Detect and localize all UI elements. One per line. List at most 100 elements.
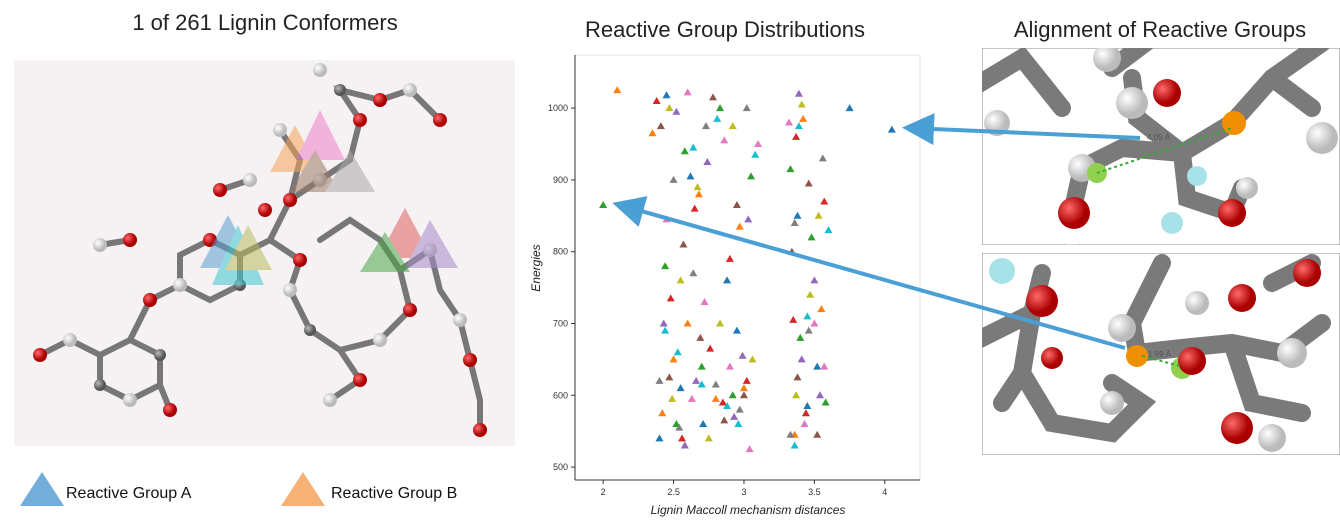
point bbox=[704, 434, 713, 442]
point bbox=[742, 104, 751, 112]
point bbox=[716, 319, 725, 327]
point bbox=[738, 351, 747, 359]
point bbox=[804, 179, 813, 187]
point bbox=[669, 355, 678, 363]
y-tick-label: 900 bbox=[553, 175, 568, 185]
point bbox=[739, 391, 748, 399]
x-tick-label: 3 bbox=[741, 487, 746, 497]
point bbox=[725, 254, 734, 262]
point bbox=[696, 333, 705, 341]
arrow bbox=[902, 113, 1141, 146]
point bbox=[730, 412, 739, 420]
point bbox=[799, 114, 808, 122]
atom bbox=[154, 349, 166, 361]
point bbox=[697, 380, 706, 388]
point bbox=[656, 122, 665, 130]
point bbox=[801, 409, 810, 417]
point bbox=[739, 384, 748, 392]
x-tick-label: 2.5 bbox=[667, 487, 680, 497]
point bbox=[820, 362, 829, 370]
molecule bbox=[33, 63, 487, 437]
point bbox=[720, 136, 729, 144]
point bbox=[648, 129, 657, 137]
point bbox=[803, 402, 812, 410]
panel-title: 1 of 261 Lignin Conformers bbox=[132, 10, 397, 35]
point bbox=[735, 405, 744, 413]
point bbox=[703, 157, 712, 165]
point bbox=[804, 326, 813, 334]
point bbox=[655, 376, 664, 384]
y-tick-label: 1000 bbox=[548, 103, 568, 113]
point bbox=[817, 305, 826, 313]
point bbox=[678, 434, 687, 442]
atom bbox=[213, 183, 227, 197]
atom bbox=[94, 379, 106, 391]
point bbox=[655, 434, 664, 442]
distance-label: 1.99 Å bbox=[1148, 350, 1172, 359]
point bbox=[845, 104, 854, 112]
point bbox=[723, 276, 732, 284]
atom bbox=[293, 253, 307, 267]
point bbox=[723, 402, 732, 410]
atom bbox=[403, 303, 417, 317]
point bbox=[728, 391, 737, 399]
y-tick-label: 500 bbox=[553, 462, 568, 472]
point bbox=[813, 362, 822, 370]
point bbox=[789, 315, 798, 323]
atom bbox=[163, 403, 177, 417]
atom bbox=[304, 324, 316, 336]
point bbox=[701, 122, 710, 130]
point bbox=[711, 380, 720, 388]
atom bbox=[243, 173, 257, 187]
atom bbox=[63, 333, 77, 347]
chart-title: Reactive Group Distributions bbox=[585, 17, 865, 42]
point bbox=[748, 355, 757, 363]
legend-label: Reactive Group A bbox=[66, 485, 192, 502]
atom bbox=[433, 113, 447, 127]
point bbox=[810, 319, 819, 327]
point bbox=[720, 416, 729, 424]
atom bbox=[473, 423, 487, 437]
point bbox=[887, 125, 896, 133]
point bbox=[716, 104, 725, 112]
point bbox=[732, 326, 741, 334]
point bbox=[790, 441, 799, 449]
point bbox=[673, 348, 682, 356]
point bbox=[742, 376, 751, 384]
y-tick-label: 600 bbox=[553, 390, 568, 400]
point bbox=[658, 409, 667, 417]
snapshot-top bbox=[982, 48, 1340, 245]
point bbox=[786, 165, 795, 173]
point bbox=[689, 269, 698, 277]
point bbox=[690, 204, 699, 212]
atom bbox=[373, 333, 387, 347]
point bbox=[683, 319, 692, 327]
atom bbox=[283, 193, 297, 207]
point bbox=[824, 226, 833, 234]
point bbox=[613, 86, 622, 94]
legend-swatch bbox=[281, 472, 325, 506]
atom bbox=[323, 393, 337, 407]
atom bbox=[173, 278, 187, 292]
point bbox=[747, 172, 756, 180]
point bbox=[661, 326, 670, 334]
point bbox=[687, 394, 696, 402]
point bbox=[734, 420, 743, 428]
point bbox=[786, 430, 795, 438]
atom bbox=[353, 373, 367, 387]
x-axis-label: Lignin Maccoll mechanism distances bbox=[651, 503, 846, 517]
point bbox=[732, 201, 741, 209]
point bbox=[785, 118, 794, 126]
point bbox=[814, 211, 823, 219]
point bbox=[797, 100, 806, 108]
atom bbox=[123, 233, 137, 247]
point bbox=[694, 190, 703, 198]
atom bbox=[334, 84, 346, 96]
point bbox=[680, 441, 689, 449]
atom bbox=[453, 313, 467, 327]
atom bbox=[463, 353, 477, 367]
atom bbox=[283, 283, 297, 297]
point bbox=[735, 222, 744, 230]
atom bbox=[143, 293, 157, 307]
atom bbox=[33, 348, 47, 362]
